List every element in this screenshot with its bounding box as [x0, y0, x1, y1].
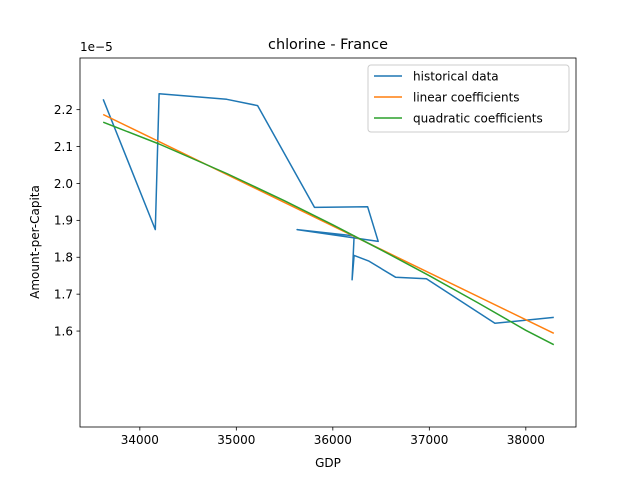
y-tick-label: 1.7 — [54, 287, 73, 301]
legend-label: quadratic coefficients — [413, 111, 543, 125]
series-layer — [102, 93, 555, 346]
series-line-2 — [102, 113, 555, 334]
legend-label: historical data — [413, 69, 499, 83]
y-tick-label: 1.8 — [54, 251, 73, 265]
plot-frame — [79, 57, 577, 428]
chart-title: chlorine - France — [268, 37, 388, 53]
x-axis: 34000 35000 36000 37000 38000 — [121, 427, 545, 447]
x-tick-label: 34000 — [121, 433, 159, 447]
x-tick-label: 38000 — [507, 433, 545, 447]
y-tick-label: 2.1 — [54, 140, 73, 154]
x-tick-label: 35000 — [217, 433, 255, 447]
x-axis-label: GDP — [315, 456, 341, 470]
y-tick-label: 2.0 — [54, 177, 73, 191]
x-tick-label: 36000 — [314, 433, 352, 447]
y-axis-label: Amount-per-Capita — [28, 185, 42, 299]
y-offset-label: 1e−5 — [80, 40, 113, 54]
y-tick-label: 2.2 — [54, 103, 73, 117]
y-tick-label: 1.9 — [54, 214, 73, 228]
series-line-1 — [102, 93, 554, 325]
legend-label: linear coefficients — [413, 90, 520, 104]
legend: historical data linear coefficients quadra… — [367, 64, 570, 133]
series-line-3 — [102, 121, 555, 346]
x-tick-label: 37000 — [410, 433, 448, 447]
legend-box — [367, 64, 570, 133]
y-axis: 1.6 1.7 1.8 1.9 2.0 2.1 2.2 — [54, 103, 80, 338]
y-tick-label: 1.6 — [54, 324, 73, 338]
